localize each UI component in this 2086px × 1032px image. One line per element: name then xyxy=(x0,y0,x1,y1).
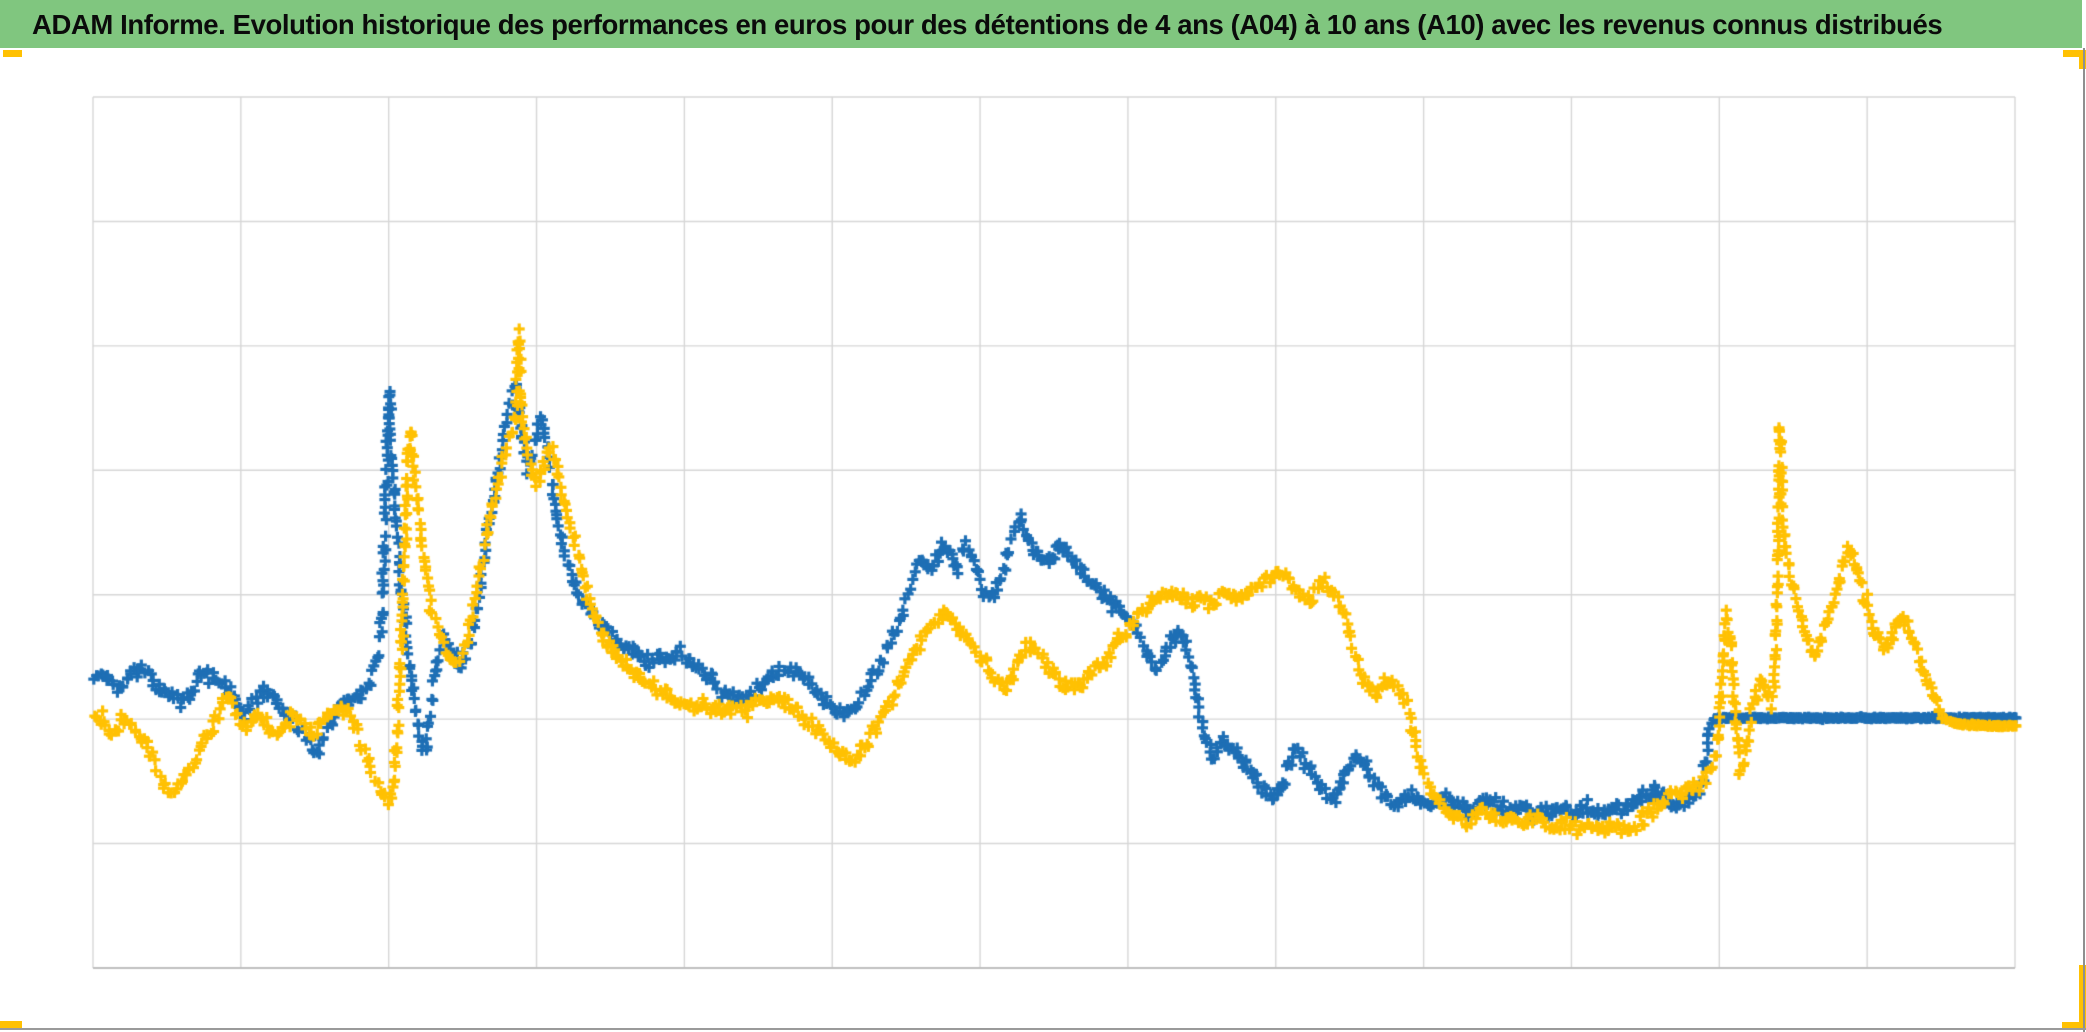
yellow-corner-bottom-right-horizontal xyxy=(2062,1022,2086,1030)
yellow-corner-top-right-horizontal xyxy=(2063,50,2086,57)
yellow-accent-bottom-left xyxy=(0,1021,22,1030)
yellow-accent-title-left xyxy=(3,50,22,57)
title-bar: ADAM Informe. Evolution historique des p… xyxy=(0,0,2082,48)
page-edge-right xyxy=(2083,48,2085,1032)
yellow-corner-top-right-vertical xyxy=(2079,50,2086,69)
yellow-corner-bottom-right-vertical xyxy=(2079,965,2086,1030)
page-title: ADAM Informe. Evolution historique des p… xyxy=(32,9,1943,40)
page-edge-bottom xyxy=(0,1028,2086,1030)
